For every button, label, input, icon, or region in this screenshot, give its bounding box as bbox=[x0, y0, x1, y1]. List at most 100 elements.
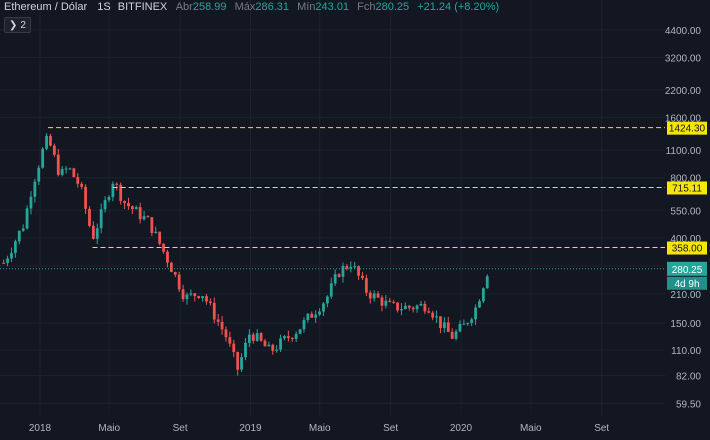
candle-body bbox=[107, 196, 111, 201]
candle-body bbox=[361, 275, 364, 279]
time-axis-tick-label: Maio bbox=[309, 423, 331, 434]
candle-body bbox=[427, 311, 431, 313]
level-price-tag bbox=[667, 181, 707, 195]
candle-body bbox=[286, 336, 290, 339]
candle-body bbox=[150, 217, 154, 233]
candle-body bbox=[99, 209, 103, 229]
candle-body bbox=[205, 296, 208, 302]
candle-body bbox=[177, 274, 181, 290]
candle-body bbox=[388, 300, 392, 302]
symbol-legend: Ethereum / Dólar 1S BITFINEX Abr258.99 M… bbox=[4, 1, 504, 13]
close-label: Fch bbox=[357, 1, 376, 13]
candle-body bbox=[146, 216, 150, 218]
candle-body bbox=[325, 296, 329, 304]
high-label: Máx bbox=[234, 1, 256, 13]
candle-body bbox=[21, 228, 25, 231]
candle-body bbox=[6, 258, 9, 263]
candle-body bbox=[431, 312, 435, 318]
time-axis-tick-label: Set bbox=[383, 423, 398, 434]
candle-body bbox=[411, 307, 415, 310]
candle-body bbox=[33, 181, 37, 197]
candle-body bbox=[189, 293, 193, 295]
candle-body bbox=[474, 307, 477, 320]
candle-body bbox=[208, 301, 212, 303]
candle-body bbox=[485, 276, 489, 289]
candle-body bbox=[244, 342, 247, 358]
candle-body bbox=[353, 266, 357, 268]
candle-body bbox=[372, 293, 376, 299]
candle-body bbox=[37, 167, 41, 182]
price-axis-tick-label: 110.00 bbox=[671, 346, 701, 357]
candle-body bbox=[294, 333, 298, 339]
price-axis-tick-label: 2200.00 bbox=[665, 86, 702, 97]
close-value: 280.25 bbox=[375, 1, 410, 13]
level-price-tag bbox=[667, 241, 707, 255]
candle-body bbox=[119, 184, 123, 201]
open-value: 258.99 bbox=[192, 1, 227, 13]
candle-body bbox=[333, 274, 337, 284]
price-axis-tick-label: 150.00 bbox=[670, 319, 701, 330]
level-price-tag bbox=[667, 121, 707, 135]
symbol-name[interactable]: Ethereum / Dólar bbox=[4, 1, 88, 13]
level-price-label: 1424.30 bbox=[669, 124, 706, 135]
candle-body bbox=[88, 208, 91, 226]
candle-body bbox=[123, 200, 126, 204]
collapse-indicators-button[interactable]: ❯ 2 bbox=[4, 17, 31, 33]
candle-body bbox=[158, 231, 162, 244]
candle-body bbox=[392, 301, 396, 303]
candle-body bbox=[13, 241, 17, 253]
candle-body bbox=[368, 292, 372, 299]
time-axis-tick-label: Maio bbox=[98, 423, 120, 434]
candle-body bbox=[142, 216, 146, 220]
low-label: Mín bbox=[297, 1, 316, 13]
candle-body bbox=[310, 313, 314, 318]
candle-body bbox=[212, 302, 216, 320]
high-value: 286.31 bbox=[255, 1, 289, 13]
candle-body bbox=[10, 252, 13, 259]
candle-body bbox=[450, 331, 454, 339]
level-price-label: 715.11 bbox=[672, 183, 702, 194]
exchange-label[interactable]: BITFINEX bbox=[117, 1, 168, 13]
price-axis-tick-label: 800.00 bbox=[670, 174, 701, 185]
candle-body bbox=[446, 322, 450, 332]
candle-body bbox=[247, 334, 251, 343]
current-price-tag bbox=[667, 261, 707, 276]
candle-body bbox=[364, 278, 368, 293]
candle-body bbox=[396, 302, 399, 311]
interval-label[interactable]: 1S bbox=[97, 1, 111, 13]
candle-body bbox=[341, 266, 345, 277]
time-axis-tick-label: Set bbox=[594, 423, 609, 434]
candle-body bbox=[80, 183, 84, 187]
time-axis-tick-label: 2018 bbox=[29, 423, 52, 434]
candle-body bbox=[60, 168, 64, 175]
candle-body bbox=[52, 145, 56, 155]
time-axis-tick-label: 2020 bbox=[450, 423, 473, 434]
candle-body bbox=[181, 289, 185, 300]
price-axis-tick-label: 82.00 bbox=[676, 371, 701, 382]
candle-body bbox=[111, 183, 115, 197]
candle-body bbox=[56, 154, 60, 175]
price-axis-tick-label: 59.50 bbox=[676, 399, 701, 410]
open-label: Abr bbox=[175, 1, 193, 13]
candle-body bbox=[138, 207, 142, 220]
price-axis-tick-label: 550.00 bbox=[670, 206, 701, 217]
candle-body bbox=[267, 344, 271, 347]
price-axis-tick-label: 1100.00 bbox=[666, 146, 702, 157]
candle-body bbox=[298, 329, 302, 334]
time-axis-tick-label: Maio bbox=[520, 423, 542, 434]
candle-body bbox=[216, 319, 220, 322]
candle-body bbox=[400, 309, 403, 311]
candle-body bbox=[329, 283, 333, 297]
chevron-right-icon: ❯ bbox=[9, 19, 18, 31]
candle-body bbox=[169, 262, 173, 273]
current-price-label: 280.25 bbox=[672, 265, 703, 276]
candle-body bbox=[345, 266, 349, 269]
candle-body bbox=[403, 305, 407, 310]
candle-body bbox=[442, 322, 446, 329]
low-value: 243.01 bbox=[315, 1, 350, 13]
price-axis-tick-label: 1600.00 bbox=[665, 114, 702, 125]
candle-body bbox=[220, 321, 224, 330]
candle-body bbox=[228, 337, 232, 344]
